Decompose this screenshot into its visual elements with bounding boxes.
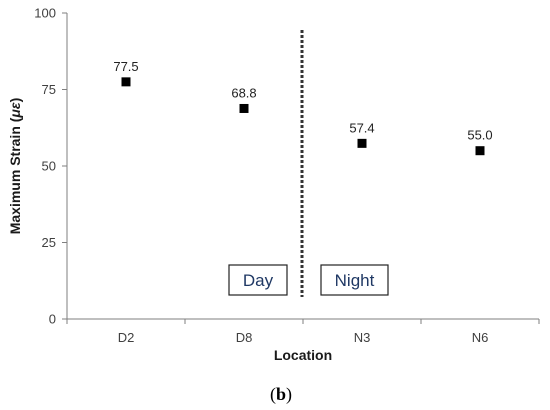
night-label-frame: [320, 264, 389, 296]
night-label-box: Night: [320, 264, 389, 296]
data-label: 68.8: [231, 85, 256, 100]
y-tick-label: 100: [34, 6, 56, 21]
night-label: Night: [335, 271, 375, 290]
data-labels: 77.5 68.8 57.4 55.0: [113, 59, 492, 143]
y-tick-label: 25: [42, 235, 56, 250]
x-axis-title: Location: [274, 347, 332, 363]
data-point-marker: [357, 138, 367, 148]
x-category-label: N3: [354, 330, 371, 345]
data-point-marker: [239, 103, 249, 113]
x-category-label: D8: [236, 330, 253, 345]
data-label: 55.0: [467, 128, 492, 143]
y-tick-label: 75: [42, 82, 56, 97]
caption-open: (: [270, 384, 276, 405]
y-tick-label: 50: [42, 159, 56, 174]
subfigure-caption: (b): [270, 384, 292, 405]
x-category-label: N6: [472, 330, 489, 345]
data-label: 77.5: [113, 59, 138, 74]
caption-letter: b: [276, 384, 286, 404]
day-label: Day: [243, 271, 274, 290]
y-axis-title-text: Maximum Strain (: [7, 117, 23, 234]
x-category-label: D2: [118, 330, 135, 345]
data-point-marker: [475, 146, 485, 156]
day-label-box: Day: [228, 264, 288, 296]
data-points: [121, 77, 485, 156]
y-axis-title-symbol: με: [7, 102, 23, 118]
x-category-labels: D2 D8 N3 N6: [118, 330, 489, 345]
y-tick-label: 0: [49, 312, 56, 327]
data-point-marker: [121, 77, 131, 87]
caption-close: ): [286, 384, 292, 405]
y-axis-title-close: ): [7, 98, 23, 103]
data-label: 57.4: [349, 120, 374, 135]
x-ticks: [66, 319, 540, 324]
day-label-frame: [228, 264, 288, 296]
y-ticks: 0 25 50 75 100: [34, 6, 67, 327]
y-axis-title: Maximum Strain (με): [7, 98, 23, 235]
